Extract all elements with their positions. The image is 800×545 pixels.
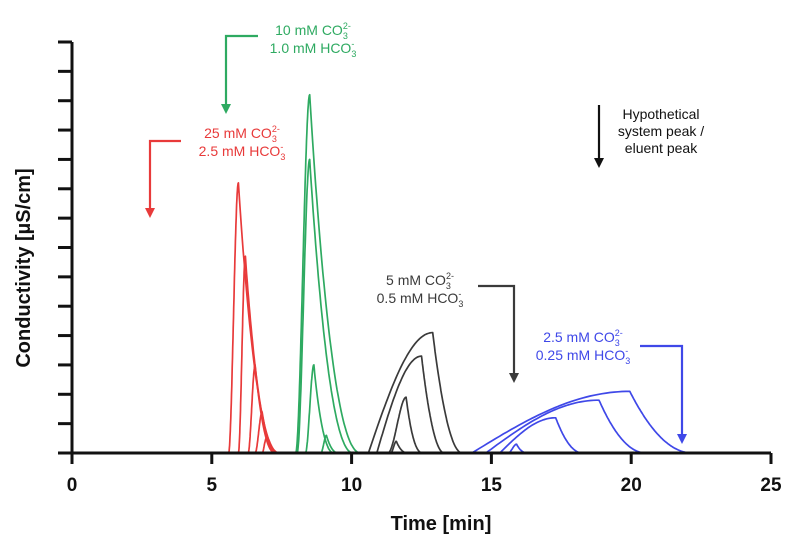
- arrow-head: [677, 434, 687, 444]
- annotation-4: 2.5 mM CO32-0.25 mM HCO3-: [536, 328, 630, 366]
- arrow-head: [594, 158, 604, 168]
- x-tick-label: 20: [621, 475, 642, 496]
- series-1-peak-1: [72, 182, 771, 454]
- annotation-1: 25 mM CO32-2.5 mM HCO3-: [199, 124, 286, 162]
- annotation-arrow-1: [145, 139, 181, 218]
- y-axis-title: Conductivity [µS/cm]: [13, 168, 35, 367]
- series-1-peak-5: [72, 437, 771, 454]
- annotation-arrow-3: [478, 284, 519, 383]
- x-tick-label: 15: [481, 475, 503, 496]
- series-2-peak-2: [72, 158, 771, 454]
- annotation-line: 2.5 mM HCO3-: [199, 142, 286, 162]
- x-tick-label: 25: [760, 475, 782, 496]
- annotation-arrow-5: [594, 105, 604, 168]
- x-tick-label: 10: [341, 475, 362, 496]
- annotation-arrow-2: [221, 34, 258, 114]
- series-1: [72, 182, 771, 454]
- annotation-line: 10 mM CO32-: [275, 21, 351, 41]
- series-1-peak-4: [72, 411, 771, 454]
- series-2-peak-1: [72, 93, 771, 454]
- x-tick-label: 0: [67, 475, 78, 496]
- annotations: 25 mM CO32-2.5 mM HCO3- 10 mM CO32-1.0 mM…: [145, 21, 704, 444]
- arrow-shaft: [224, 34, 258, 108]
- series-3-peak-3: [72, 396, 771, 454]
- annotation-line: 1.0 mM HCO3-: [270, 39, 357, 59]
- series-1-peak-3: [72, 364, 771, 454]
- annotation-line: system peak /: [618, 123, 704, 139]
- arrow-head: [221, 104, 231, 114]
- series-4-peak-1: [72, 390, 771, 454]
- arrow-head: [509, 373, 519, 383]
- x-axis-title: Time [min]: [391, 513, 492, 535]
- arrow-head: [145, 208, 155, 218]
- x-tick-label: 5: [207, 475, 218, 496]
- annotation-line: 5 mM CO32-: [386, 271, 454, 291]
- series-4-peak-3: [72, 416, 771, 454]
- annotation-3: 5 mM CO32-0.5 mM HCO3-: [377, 271, 464, 309]
- annotation-2: 10 mM CO32-1.0 mM HCO3-: [270, 21, 357, 59]
- series-3-peak-2: [72, 355, 771, 454]
- annotation-line: 0.25 mM HCO3-: [536, 346, 630, 366]
- series-4-peak-2: [72, 399, 771, 454]
- series-3: [72, 331, 771, 454]
- annotation-line: 2.5 mM CO32-: [543, 328, 623, 348]
- annotation-line: 25 mM CO32-: [204, 124, 280, 144]
- annotation-line: eluent peak: [625, 140, 698, 156]
- annotation-line: Hypothetical: [622, 106, 699, 122]
- series-2-peak-4: [72, 434, 771, 454]
- series-4: [72, 390, 771, 454]
- arrow-shaft: [148, 139, 181, 212]
- annotation-arrow-4: [640, 344, 687, 444]
- annotation-line: 0.5 mM HCO3-: [377, 289, 464, 309]
- arrow-shaft: [478, 284, 516, 377]
- series-3-peak-1: [72, 331, 771, 454]
- axes: 0 5 10 15 20 25: [58, 40, 782, 496]
- series-2-peak-3: [72, 364, 771, 454]
- arrow-shaft: [640, 344, 684, 438]
